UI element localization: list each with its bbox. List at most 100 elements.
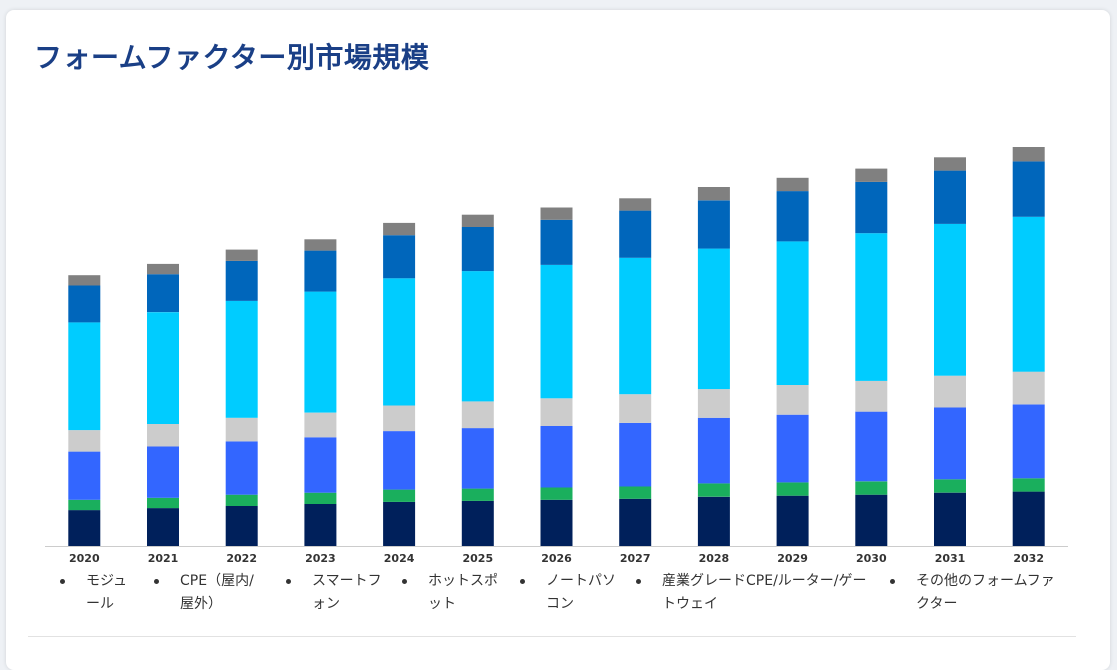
bar-segment-2020-s1	[68, 499, 101, 511]
bar-segment-2025-s1	[461, 488, 494, 501]
bar-segment-2030-s3	[855, 380, 888, 412]
bar-segment-2027-s4	[619, 257, 652, 395]
bar-segment-2023-s3	[304, 412, 337, 438]
bar-segment-2030-s4	[855, 233, 888, 381]
legend-label: 産業グレードCPE/ルーター/ゲートウェイ	[662, 573, 867, 612]
bar-segment-2022-s2	[225, 441, 258, 495]
bar-segment-2031-s6	[934, 157, 966, 171]
bar-segment-2024-s4	[383, 278, 416, 406]
bar-segment-2020-s0	[68, 510, 101, 546]
bar-segment-2024-s3	[383, 405, 416, 432]
bar-segment-2025-s5	[461, 227, 494, 272]
bar-segment-2030-s5	[855, 181, 888, 234]
bar-segment-2032-s1	[1012, 478, 1045, 492]
bullet-icon	[402, 579, 407, 584]
bar-segment-2026-s5	[540, 219, 573, 265]
bar-segment-2022-s4	[225, 300, 258, 418]
x-tick-label: 2023	[305, 552, 336, 565]
bar-segment-2025-s0	[461, 500, 494, 546]
x-tick-label: 2027	[620, 552, 651, 565]
bar-segment-2026-s1	[540, 487, 573, 500]
bar-segment-2026-s6	[540, 207, 573, 220]
bar-segment-2021-s5	[147, 274, 179, 313]
x-tick-label: 2026	[541, 552, 572, 565]
legend-label: スマートフォン	[312, 573, 382, 612]
bar-segment-2023-s4	[304, 291, 337, 413]
bar-segment-2029-s3	[776, 385, 809, 415]
bar-segment-2020-s3	[68, 430, 101, 452]
bar-segment-2031-s0	[934, 492, 966, 546]
bar-segment-2025-s4	[461, 271, 494, 402]
bar-segment-2022-s1	[225, 494, 258, 506]
bar-segment-2030-s2	[855, 411, 888, 482]
bar-segment-2029-s0	[776, 495, 809, 546]
legend-item-industrial-cpe: 産業グレードCPE/ルーター/ゲートウェイ	[636, 570, 868, 616]
x-tick-label: 2020	[69, 552, 100, 565]
bar-segment-2026-s2	[540, 426, 573, 488]
bar-segment-2020-s5	[68, 285, 101, 323]
bar-segment-2027-s1	[619, 486, 652, 499]
legend-label: モジュール	[86, 573, 128, 612]
bar-segment-2028-s5	[697, 200, 730, 249]
bar-segment-2022-s0	[225, 506, 258, 546]
x-tick-label: 2032	[1013, 552, 1044, 565]
bar-segment-2025-s3	[461, 401, 494, 429]
bar-segment-2032-s6	[1012, 147, 1045, 162]
bar-segment-2027-s2	[619, 422, 652, 487]
bar-segment-2028-s1	[697, 483, 730, 497]
bar-segment-2028-s0	[697, 496, 730, 546]
bar-segment-2031-s2	[934, 407, 966, 480]
bar-segment-2021-s1	[147, 497, 179, 509]
bar-segment-2028-s3	[697, 389, 730, 418]
legend-item-laptop: ノートパソコン	[520, 570, 624, 616]
bar-segment-2020-s4	[68, 322, 101, 431]
bar-segment-2021-s3	[147, 423, 179, 447]
bar-segment-2026-s0	[540, 499, 573, 546]
x-tick-label: 2022	[226, 552, 257, 565]
bar-segment-2025-s2	[461, 428, 494, 489]
bar-segment-2029-s6	[776, 177, 809, 192]
bar-segment-2028-s6	[697, 187, 730, 201]
bar-segment-2027-s5	[619, 210, 652, 258]
x-tick-label: 2021	[148, 552, 179, 565]
x-tick-label: 2024	[384, 552, 415, 565]
bar-segment-2020-s6	[68, 275, 101, 286]
bar-segment-2021-s4	[147, 312, 179, 424]
bullet-icon	[154, 579, 159, 584]
bar-segment-2032-s0	[1012, 491, 1045, 546]
bar-segment-2031-s1	[934, 479, 966, 493]
bar-segment-2032-s5	[1012, 161, 1045, 217]
legend-item-smartphone: スマートフォン	[286, 570, 390, 616]
bar-segment-2029-s5	[776, 191, 809, 242]
bar-segment-2027-s6	[619, 198, 652, 211]
bar-segment-2023-s0	[304, 503, 337, 546]
legend-item-module: モジュール	[60, 570, 136, 616]
bar-segment-2028-s4	[697, 248, 730, 390]
bar-segment-2024-s0	[383, 501, 416, 546]
x-tick-label: 2025	[462, 552, 493, 565]
bar-segment-2032-s2	[1012, 404, 1045, 479]
bar-segment-2029-s4	[776, 241, 809, 385]
bar-segment-2021-s6	[147, 263, 179, 275]
stacked-bar-chart: 2020 2021 2022 2023 2024 2025 2026 2027 2028 2029…	[45, 147, 1068, 565]
bar-segment-2023-s2	[304, 437, 337, 493]
bar-segment-2022-s5	[225, 260, 258, 301]
bar-segment-2023-s5	[304, 250, 337, 292]
bar-segment-2024-s5	[383, 235, 416, 279]
bar-segment-2022-s6	[225, 249, 258, 261]
legend-label: ノートパソコン	[546, 573, 616, 612]
x-tick-label: 2028	[699, 552, 730, 565]
x-tick-label: 2030	[856, 552, 887, 565]
divider	[28, 636, 1076, 637]
x-tick-label: 2029	[777, 552, 808, 565]
legend-item-cpe: CPE（屋内/屋外）	[154, 570, 258, 616]
bar-segment-2029-s2	[776, 414, 809, 483]
bullet-icon	[636, 579, 641, 584]
bullet-icon	[890, 579, 895, 584]
legend-label: その他のフォームファクター	[916, 573, 1055, 612]
bar-segment-2026-s3	[540, 398, 573, 426]
bar-segment-2028-s2	[697, 417, 730, 484]
bar-segment-2031-s5	[934, 170, 966, 224]
chart-legend: モジュール CPE（屋内/屋外） スマートフォン ホットスポット ノートパソコン…	[38, 570, 1068, 630]
bar-segment-2026-s4	[540, 265, 573, 399]
